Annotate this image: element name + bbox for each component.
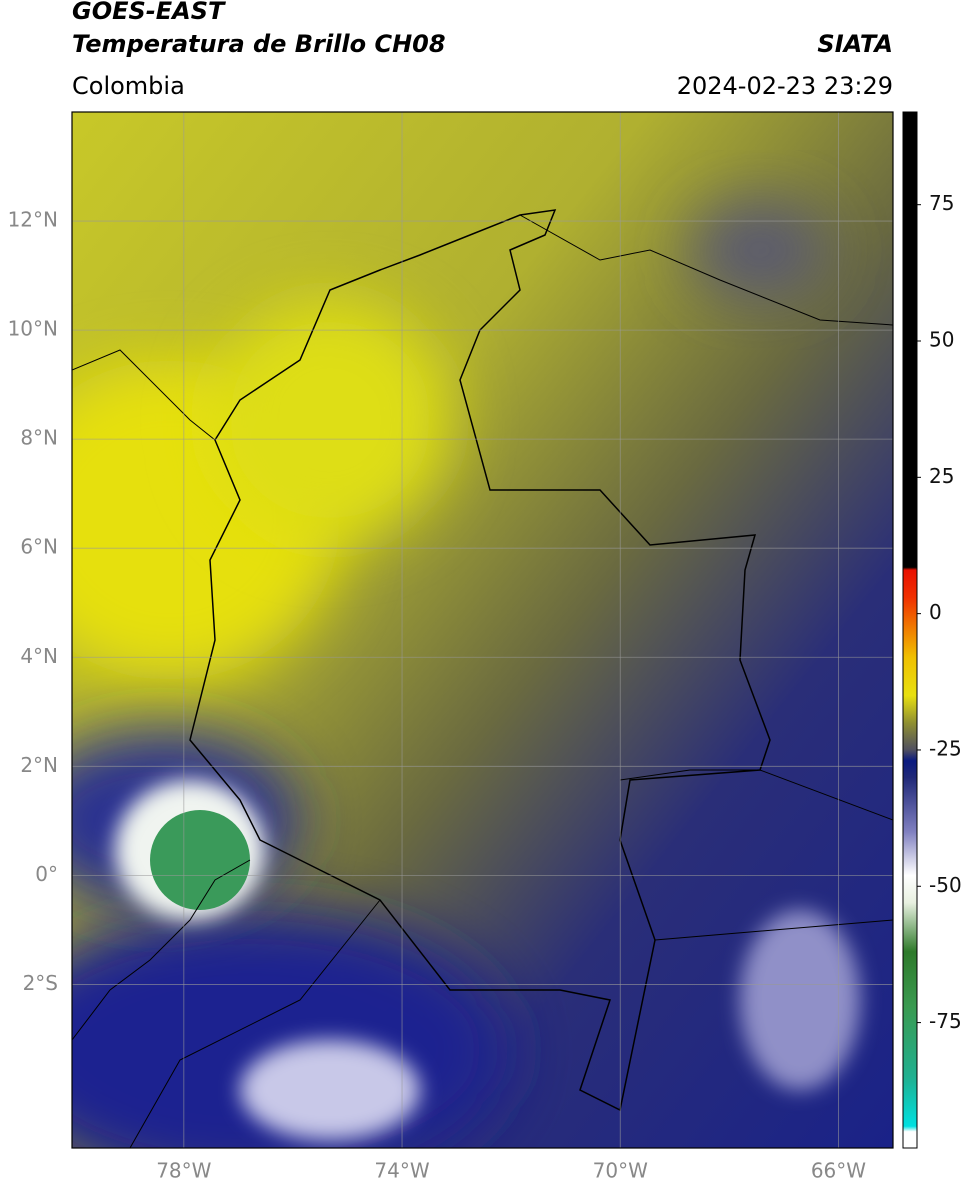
y-tick-label: 4°N (20, 644, 58, 668)
colorbar-tick-label: -25 (929, 736, 962, 760)
product: GOES-EAST (72, 0, 226, 25)
y-tick-label: 10°N (8, 317, 58, 341)
colorbar-tick-label: 50 (929, 328, 954, 352)
graticule: 78°W 74°W 70°W 66°W 12°N 10°N 8°N 6°N 4°N 2°N 0° 2°… (8, 112, 893, 1183)
colorbar-tick-label: 75 (929, 191, 954, 215)
x-tick-label: 78°W (156, 1159, 211, 1183)
y-tick-label: 12°N (8, 208, 58, 232)
y-tick-label: 0° (35, 862, 58, 886)
y-tick-label: 8°N (20, 426, 58, 450)
map-frame (71, 111, 894, 1149)
x-tick-label: 74°W (374, 1159, 429, 1183)
title: Temperatura de Brillo CH08 (72, 30, 446, 58)
y-tick-label: 6°N (20, 535, 58, 559)
colorbar-tick-label: 25 (929, 464, 954, 488)
colorbar-tick-label: -50 (929, 873, 962, 897)
x-tick-label: 66°W (811, 1159, 866, 1183)
colorbar: 75 50 25 0 -25 -50 -75 (902, 111, 962, 1149)
x-tick-label: 70°W (593, 1159, 648, 1183)
colorbar-fill (902, 111, 918, 1149)
datetime: 2024-02-23 23:29 (677, 72, 893, 100)
y-tick-label: 2°N (20, 753, 58, 777)
colorbar-tick-label: 0 (929, 600, 942, 624)
imagery (72, 112, 893, 1148)
region: Colombia (72, 72, 185, 100)
source: SIATA (817, 30, 893, 58)
y-tick-label: 2°S (23, 971, 58, 995)
colorbar-tick-label: -75 (929, 1009, 962, 1033)
